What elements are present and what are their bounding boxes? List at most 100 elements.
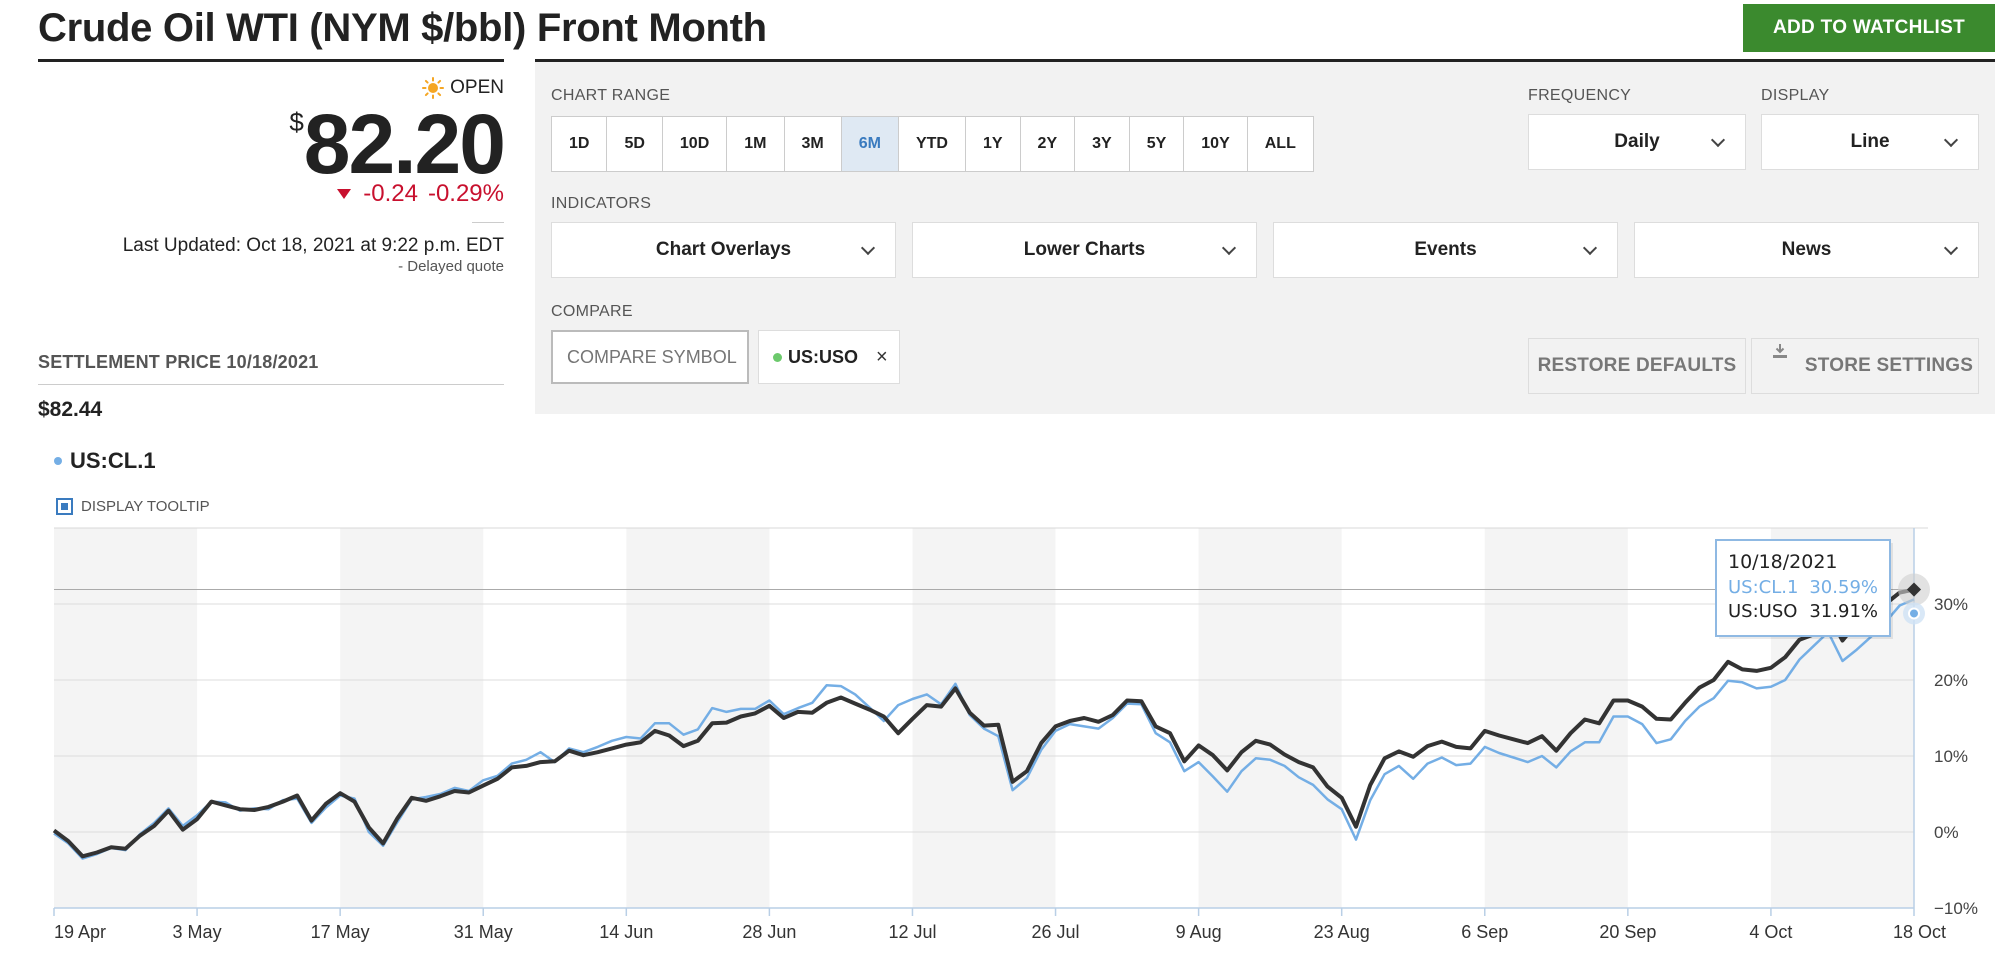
range-button-5d[interactable]: 5D	[607, 117, 663, 171]
y-tick-label: 0%	[1934, 823, 1959, 842]
price-currency: $	[289, 107, 304, 137]
y-tick-label: −10%	[1934, 899, 1978, 918]
chart-band	[1484, 528, 1628, 908]
range-button-10d[interactable]: 10D	[662, 117, 728, 171]
chevron-down-icon	[1943, 132, 1959, 148]
price-change: -0.24 -0.29%	[337, 180, 504, 208]
display-value: Line	[1850, 131, 1890, 152]
change-percent: -0.29%	[427, 180, 504, 207]
chevron-down-icon	[860, 240, 876, 256]
legend-label-cl: US:CL.1	[70, 448, 156, 473]
display-dropdown[interactable]: Line	[1761, 114, 1979, 170]
y-tick-label: 10%	[1934, 747, 1968, 766]
range-button-all[interactable]: ALL	[1247, 117, 1313, 171]
frequency-label: FREQUENCY	[1528, 87, 1632, 104]
download-icon	[1773, 344, 1787, 358]
sun-icon	[422, 77, 445, 99]
compare-chip-uso: US:USO ×	[758, 330, 900, 384]
news-label: News	[1781, 239, 1832, 260]
range-button-1d[interactable]: 1D	[552, 117, 608, 171]
lower-charts-label: Lower Charts	[1023, 239, 1146, 260]
checkbox-icon[interactable]	[56, 498, 73, 515]
add-to-watchlist-button[interactable]: ADD TO WATCHLIST	[1743, 4, 1995, 52]
series-marker-uso	[1906, 582, 1922, 597]
x-tick-label: 17 May	[311, 922, 370, 942]
news-dropdown[interactable]: News	[1634, 222, 1979, 278]
range-button-3y[interactable]: 3Y	[1075, 117, 1130, 171]
display-tooltip-label: DISPLAY TOOLTIP	[81, 498, 210, 515]
display-tooltip-toggle[interactable]: DISPLAY TOOLTIP	[56, 498, 210, 515]
quote-divider	[38, 59, 504, 62]
range-button-6m[interactable]: 6M	[841, 117, 899, 171]
legend-item-cl: US:CL.1	[54, 448, 156, 474]
range-button-3m[interactable]: 3M	[784, 117, 842, 171]
settlement-divider	[38, 384, 504, 385]
price-chart[interactable]: 30% 20% 10% 0% −10% 19 Apr 3 May 17 May 31 May 14…	[0, 520, 2000, 956]
x-tick-label: 23 Aug	[1314, 922, 1370, 942]
last-price: $82.20	[289, 96, 506, 193]
last-updated: Last Updated: Oct 18, 2021 at 9:22 p.m. …	[122, 235, 504, 256]
display-label: DISPLAY	[1761, 87, 1830, 104]
close-icon[interactable]: ×	[876, 345, 888, 368]
lower-charts-dropdown[interactable]: Lower Charts	[912, 222, 1257, 278]
chevron-down-icon	[1943, 240, 1959, 256]
range-button-2y[interactable]: 2Y	[1020, 117, 1076, 171]
settlement-value: $82.44	[38, 398, 103, 421]
range-button-ytd[interactable]: YTD	[898, 117, 966, 171]
range-button-10y[interactable]: 10Y	[1184, 117, 1248, 171]
y-tick-label: 30%	[1934, 595, 1968, 614]
events-dropdown[interactable]: Events	[1273, 222, 1618, 278]
change-divider	[472, 222, 504, 223]
events-label: Events	[1414, 239, 1477, 260]
x-tick-label: 4 Oct	[1749, 922, 1792, 942]
range-button-1y[interactable]: 1Y	[965, 117, 1021, 171]
chevron-down-icon	[1710, 132, 1726, 148]
x-tick-label: 28 Jun	[742, 922, 796, 942]
settlement-label: SETTLEMENT PRICE 10/18/2021	[38, 352, 319, 372]
tooltip-date: 10/18/2021	[1728, 551, 1838, 573]
chart-band	[912, 528, 1056, 908]
chevron-down-icon	[1582, 240, 1598, 256]
compare-label: COMPARE	[551, 303, 633, 320]
frequency-dropdown[interactable]: Daily	[1528, 114, 1746, 170]
chart-overlays-dropdown[interactable]: Chart Overlays	[551, 222, 896, 278]
x-tick-label: 20 Sep	[1599, 922, 1656, 942]
market-status: OPEN	[422, 77, 504, 99]
tooltip-series-name: US:CL.1	[1728, 577, 1798, 598]
x-tick-label: 14 Jun	[599, 922, 653, 942]
change-value: -0.24	[363, 180, 418, 207]
frequency-value: Daily	[1614, 131, 1660, 152]
x-tick-label: 31 May	[454, 922, 513, 942]
chart-range-group: 1D 5D 10D 1M 3M 6M YTD 1Y 2Y 3Y 5Y 10Y ALL	[551, 116, 1314, 172]
chart-band	[340, 528, 484, 908]
series-dot-icon	[54, 457, 62, 465]
series-dot-icon	[773, 352, 782, 362]
range-button-1m[interactable]: 1M	[727, 117, 785, 171]
restore-defaults-button[interactable]: RESTORE DEFAULTS	[1528, 338, 1746, 394]
x-tick-label: 12 Jul	[888, 922, 936, 942]
indicators-label: INDICATORS	[551, 195, 652, 212]
store-settings-label: STORE SETTINGS	[1804, 355, 1974, 376]
x-tick-label: 9 Aug	[1176, 922, 1222, 942]
compare-symbol-input[interactable]	[551, 330, 749, 384]
chart-range-label: CHART RANGE	[551, 87, 671, 104]
chart-band	[626, 528, 770, 908]
tooltip-series-value: 31.91%	[1809, 601, 1878, 622]
store-settings-button[interactable]: STORE SETTINGS	[1751, 338, 1979, 394]
x-tick-label: 18 Oct	[1893, 922, 1946, 942]
chart-overlays-label: Chart Overlays	[655, 239, 792, 260]
price-value: 82.20	[303, 97, 506, 191]
range-button-5y[interactable]: 5Y	[1129, 117, 1185, 171]
chart-controls-panel: CHART RANGE 1D 5D 10D 1M 3M 6M YTD 1Y 2Y 3Y 5Y 10Y A…	[535, 59, 1995, 414]
chart-band	[54, 528, 198, 908]
series-marker-cl	[1908, 607, 1920, 620]
x-tick-label: 19 Apr	[54, 922, 106, 942]
chevron-down-icon	[1221, 240, 1237, 256]
page-title: Crude Oil WTI (NYM $/bbl) Front Month	[38, 6, 767, 50]
x-tick-label: 26 Jul	[1032, 922, 1080, 942]
x-tick-label: 3 May	[173, 922, 222, 942]
market-status-label: OPEN	[450, 77, 504, 98]
x-tick-label: 6 Sep	[1461, 922, 1508, 942]
series-line-us-uso	[52, 587, 1915, 859]
y-tick-label: 20%	[1934, 671, 1968, 690]
